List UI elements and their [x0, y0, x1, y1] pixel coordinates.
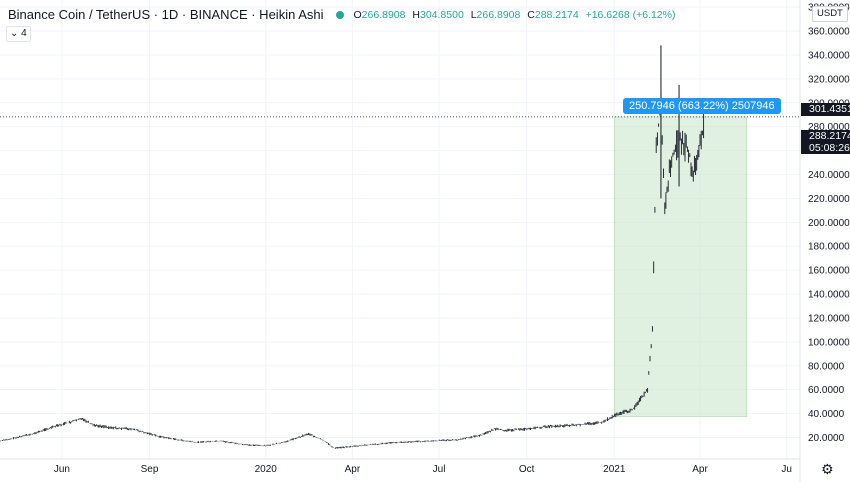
- low-label: L: [470, 8, 477, 21]
- open-label: O: [353, 8, 362, 21]
- open-value: 266.8908: [361, 8, 406, 21]
- ohlc-values: O266.8908 H304.8500 L266.8908 C288.2174 …: [354, 9, 680, 21]
- last-price-value: 288.2174: [809, 130, 850, 142]
- x-tick-label-5: Oct: [519, 464, 535, 475]
- chevron-down-icon: ⌄: [10, 28, 19, 39]
- high-label: H: [412, 8, 420, 21]
- close-label: C: [527, 8, 535, 21]
- currency-badge[interactable]: USDT: [812, 6, 848, 22]
- y-tick-label-8: 180.0000: [808, 242, 850, 253]
- price-series: [0, 93, 705, 449]
- indicator-count: 4: [21, 28, 27, 39]
- bar-countdown: 05:08:26: [809, 142, 850, 154]
- gear-icon[interactable]: ⚙: [821, 461, 834, 477]
- high-value: 304.8500: [419, 8, 464, 21]
- market-status-dot: [335, 10, 344, 19]
- x-tick-label-6: 2021: [603, 464, 626, 475]
- change-value: +16.6268 (+6.12%): [585, 8, 676, 21]
- hover-price-tag: 301.4351: [801, 103, 850, 116]
- measure-range-box: [614, 116, 747, 417]
- y-tick-label-11: 240.0000: [808, 170, 850, 181]
- y-tick-label-0: 20.0000: [808, 433, 845, 444]
- y-tick-label-10: 220.0000: [808, 194, 850, 205]
- y-tick-label-9: 200.0000: [808, 218, 850, 229]
- x-tick-label-3: Apr: [345, 464, 361, 475]
- series-candles: [0, 93, 705, 449]
- y-tick-label-2: 60.0000: [808, 385, 845, 396]
- measure-label: 250.7946 (663.22%) 2507946: [623, 98, 781, 114]
- x-tick-label-2: 2020: [255, 464, 278, 475]
- y-tick-label-6: 140.0000: [808, 290, 850, 301]
- y-tick-label-17: 360.0000: [808, 27, 850, 38]
- y-tick-label-16: 340.0000: [808, 50, 850, 61]
- x-tick-label-8: Ju: [781, 464, 792, 475]
- low-value: 266.8908: [476, 8, 521, 21]
- chart-legend: Binance Coin / TetherUS · 1D · BINANCE ·…: [8, 7, 679, 22]
- x-tick-label-1: Sep: [141, 464, 159, 475]
- y-tick-label-7: 160.0000: [808, 266, 850, 277]
- y-tick-label-1: 40.0000: [808, 409, 845, 420]
- last-price-tag: 288.2174 05:08:26: [801, 130, 850, 154]
- close-value: 288.2174: [534, 8, 579, 21]
- symbol-title: Binance Coin / TetherUS · 1D · BINANCE ·…: [8, 7, 324, 22]
- y-tick-label-4: 100.0000: [808, 337, 850, 348]
- y-tick-label-3: 80.0000: [808, 361, 845, 372]
- x-tick-label-7: Apr: [692, 464, 708, 475]
- y-tick-label-15: 320.0000: [808, 74, 850, 85]
- y-tick-label-13: 280.0000: [808, 122, 850, 133]
- indicators-toggle[interactable]: ⌄ 4: [6, 26, 31, 42]
- x-tick-label-0: Jun: [54, 464, 70, 475]
- y-tick-label-5: 120.0000: [808, 313, 850, 324]
- x-tick-label-4: Jul: [433, 464, 446, 475]
